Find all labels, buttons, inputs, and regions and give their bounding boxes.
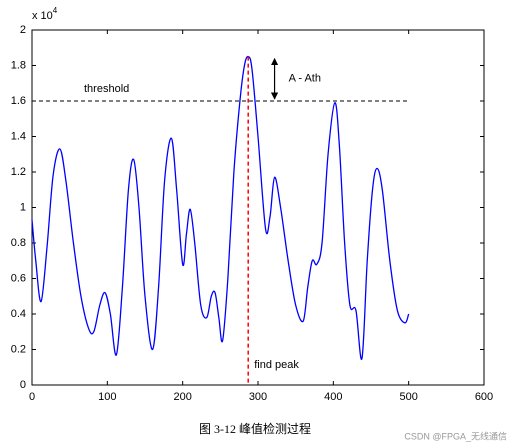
x-tick-label: 300 xyxy=(249,391,267,403)
y-tick-label: 2 xyxy=(20,24,26,36)
x-tick-label: 100 xyxy=(98,391,116,403)
y-tick-label: 1.2 xyxy=(11,166,26,178)
caption: 图 3-12 峰值检测过程 xyxy=(199,421,311,436)
x-tick-label: 400 xyxy=(324,391,342,403)
y-tick-label: 1.6 xyxy=(11,95,26,107)
x-tick-label: 600 xyxy=(475,391,493,403)
x-tick-label: 0 xyxy=(29,391,35,403)
y-scale-exponent: 4 xyxy=(53,6,58,15)
y-tick-label: 0.2 xyxy=(11,343,26,355)
data-line xyxy=(31,55,410,360)
y-tick-label: 1.8 xyxy=(11,59,26,71)
watermark: CSDN @FPGA_无线通信 xyxy=(404,430,507,441)
y-scale-base: x 10 xyxy=(32,10,53,22)
threshold-label: threshold xyxy=(84,83,129,95)
y-scale-label: x 104 xyxy=(32,6,58,22)
y-tick-label: 0.8 xyxy=(11,237,26,249)
difference-label: A - Ath xyxy=(289,73,321,85)
y-tick-label: 0 xyxy=(20,379,26,391)
y-tick-label: 1 xyxy=(20,201,26,213)
y-tick-label: 1.4 xyxy=(11,130,26,142)
y-tick-label: 0.6 xyxy=(11,272,26,284)
x-tick-label: 200 xyxy=(173,391,191,403)
peak-label: find peak xyxy=(254,359,299,371)
y-tick-label: 0.4 xyxy=(11,308,26,320)
x-tick-label: 500 xyxy=(399,391,417,403)
